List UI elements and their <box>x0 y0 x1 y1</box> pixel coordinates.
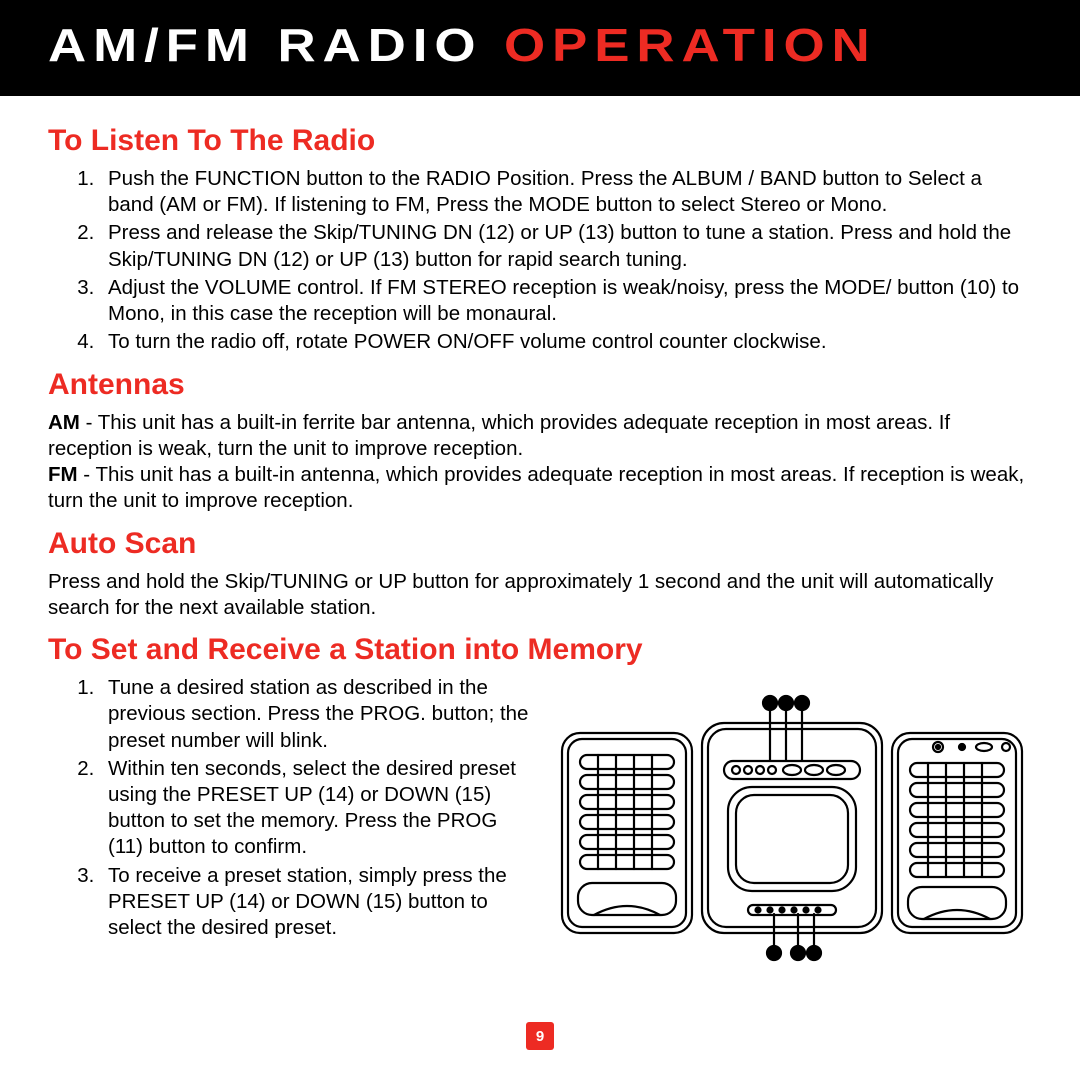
svg-text:13: 13 <box>797 699 808 710</box>
am-label: AM <box>48 411 80 434</box>
fm-label: FM <box>48 463 78 486</box>
list-item: Within ten seconds, select the desired p… <box>100 756 532 861</box>
list-item: Tune a desired station as described in t… <box>100 675 532 754</box>
heading-antennas: Antennas <box>48 368 1032 402</box>
heading-autoscan: Auto Scan <box>48 527 1032 561</box>
svg-text:12: 12 <box>781 699 792 710</box>
title-part-1: AM/FM RADIO <box>48 19 504 71</box>
content-area: To Listen To The Radio Push the FUNCTION… <box>0 96 1080 983</box>
antenna-fm-para: FM - This unit has a built-in antenna, w… <box>48 462 1032 514</box>
heading-memory: To Set and Receive a Station into Memory <box>48 633 1032 667</box>
list-item: Adjust the VOLUME control. If FM STEREO … <box>100 275 1032 327</box>
memory-row: Tune a desired station as described in t… <box>48 675 1032 973</box>
list-item: To receive a preset station, simply pres… <box>100 863 532 942</box>
list-item: To turn the radio off, rotate POWER ON/O… <box>100 329 1032 355</box>
stereo-illustration-icon: 10 12 13 <box>552 683 1032 973</box>
svg-text:11: 11 <box>769 949 779 960</box>
svg-text:10: 10 <box>765 699 776 710</box>
list-listen: Push the FUNCTION button to the RADIO Po… <box>48 166 1032 356</box>
heading-listen: To Listen To The Radio <box>48 124 1032 158</box>
header-band: AM/FM RADIO OPERATION <box>0 0 1080 96</box>
svg-text:15: 15 <box>809 949 820 960</box>
device-diagram: 10 12 13 <box>552 683 1032 973</box>
page-number-badge: 9 <box>526 1022 554 1050</box>
list-item: Press and release the Skip/TUNING DN (12… <box>100 220 1032 272</box>
svg-text:14: 14 <box>793 949 804 960</box>
am-text: - This unit has a built-in ferrite bar a… <box>48 411 950 460</box>
page-number: 9 <box>536 1028 544 1045</box>
autoscan-text: Press and hold the Skip/TUNING or UP but… <box>48 569 1032 621</box>
list-item: Push the FUNCTION button to the RADIO Po… <box>100 166 1032 218</box>
list-memory: Tune a desired station as described in t… <box>48 675 532 943</box>
page-title: AM/FM RADIO OPERATION <box>48 18 1080 72</box>
antenna-am-para: AM - This unit has a built-in ferrite ba… <box>48 410 1032 462</box>
fm-text: - This unit has a built-in antenna, whic… <box>48 463 1024 512</box>
title-part-2: OPERATION <box>504 19 877 71</box>
